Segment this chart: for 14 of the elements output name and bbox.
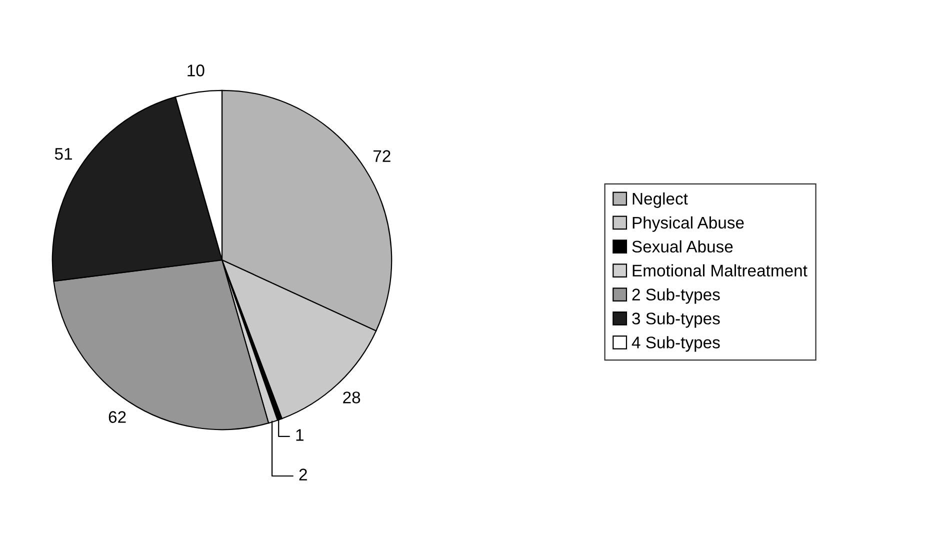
data-label: 72 — [374, 150, 390, 162]
legend-label: Neglect — [632, 192, 688, 208]
data-label: 10 — [188, 64, 204, 76]
legend-label: 2 Sub-types — [632, 288, 720, 304]
legend-label: Physical Abuse — [632, 216, 744, 232]
data-label: 51 — [54, 148, 72, 160]
legend-label: 4 Sub-types — [632, 336, 720, 352]
legend-label: Sexual Abuse — [632, 240, 733, 253]
legend-label: Emotional Maltreatment — [632, 264, 808, 277]
data-label: 28 — [343, 392, 360, 404]
data-label: 1 — [296, 429, 304, 441]
data-label: 62 — [108, 411, 126, 423]
legend-label: 3 Sub-types — [632, 312, 720, 328]
data-label: 2 — [299, 468, 307, 480]
